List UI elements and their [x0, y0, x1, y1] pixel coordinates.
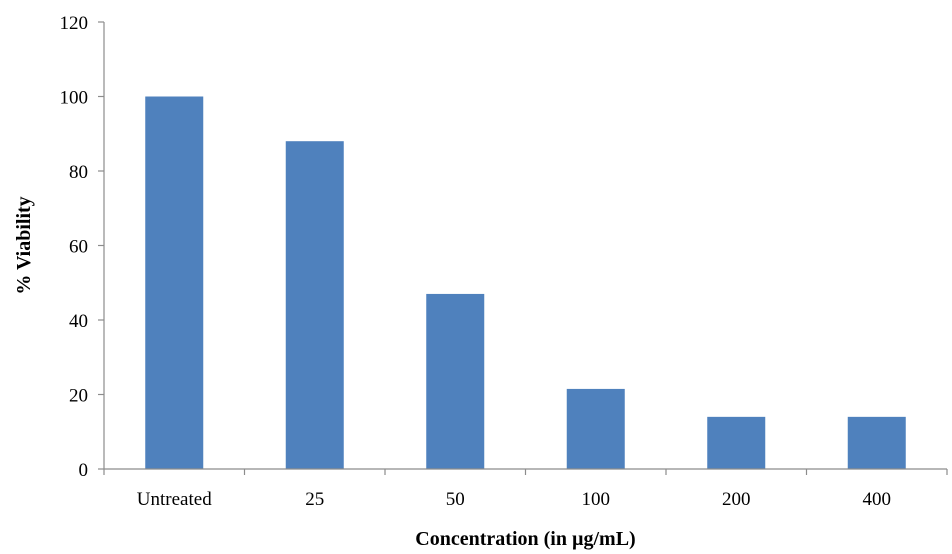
x-tick-label: Untreated — [137, 489, 212, 510]
x-tick-label: 25 — [305, 489, 324, 510]
bar-25 — [285, 141, 344, 469]
y-tick-label: 0 — [79, 460, 89, 481]
bar-400 — [847, 416, 906, 469]
y-axis-title: % Viability — [13, 196, 35, 294]
bar-200 — [707, 416, 766, 469]
x-tick-label: 400 — [863, 489, 892, 510]
x-tick-label: 50 — [446, 489, 465, 510]
x-tick-label: 100 — [582, 489, 611, 510]
y-tick-label: 80 — [69, 162, 88, 183]
axes-group — [103, 22, 947, 470]
y-tick-label: 40 — [69, 311, 88, 332]
y-tick-label: 20 — [69, 386, 88, 407]
y-tick-label: 60 — [69, 237, 88, 258]
bar-untreated — [145, 96, 204, 469]
bar-50 — [426, 293, 485, 469]
x-ticks-group: Untreated 25 50 100 200 400 — [103, 469, 948, 510]
y-ticks-group: 0 20 40 60 80 100 120 — [60, 13, 104, 481]
x-axis-title: Concentration (in µg/mL) — [415, 528, 635, 550]
bar-100 — [566, 388, 625, 469]
y-tick-label: 120 — [60, 13, 89, 34]
y-tick-label: 100 — [60, 88, 89, 109]
x-tick-label: 200 — [722, 489, 751, 510]
bars-group — [145, 96, 906, 469]
